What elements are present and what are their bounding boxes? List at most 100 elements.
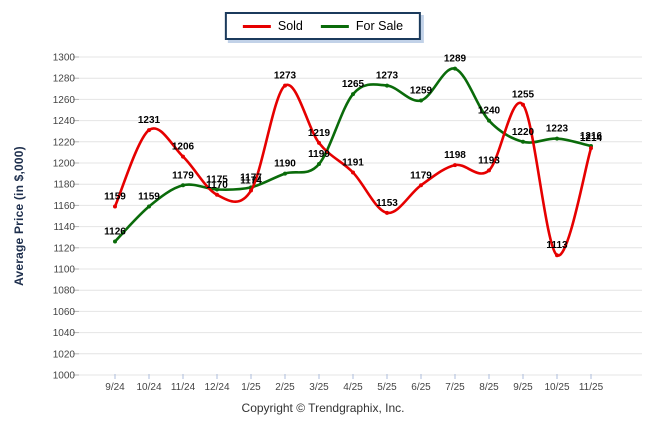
x-tick-label: 3/25 bbox=[309, 382, 329, 393]
data-point bbox=[113, 239, 117, 244]
data-point bbox=[317, 140, 321, 145]
data-point bbox=[249, 188, 253, 193]
data-point-label: 1259 bbox=[410, 85, 433, 96]
data-point-label: 1159 bbox=[104, 191, 126, 202]
y-tick-label: 1100 bbox=[53, 265, 75, 276]
data-point bbox=[487, 118, 491, 123]
data-point-label: 1214 bbox=[580, 133, 603, 144]
data-point bbox=[521, 102, 525, 107]
for-sale-line-swatch bbox=[320, 24, 349, 28]
x-tick-label: 6/25 bbox=[411, 382, 431, 393]
legend-item-for-sale: For Sale bbox=[320, 19, 404, 33]
x-tick-label: 10/24 bbox=[136, 382, 161, 393]
data-point bbox=[113, 204, 117, 209]
data-point-label: 1223 bbox=[546, 124, 569, 135]
data-point bbox=[453, 163, 457, 168]
data-point bbox=[147, 204, 151, 209]
y-tick-label: 1200 bbox=[53, 159, 76, 170]
sold-line-swatch bbox=[242, 24, 271, 28]
data-point-label: 1199 bbox=[308, 149, 330, 160]
data-point-label: 1216 bbox=[580, 131, 603, 142]
x-tick-label: 10/25 bbox=[544, 382, 569, 393]
data-point bbox=[555, 136, 559, 141]
data-point-label: 1289 bbox=[444, 54, 467, 65]
data-point-label: 1198 bbox=[444, 150, 466, 161]
y-tick-label: 1060 bbox=[53, 307, 76, 318]
chart-legend: Sold For Sale bbox=[224, 12, 422, 40]
x-tick-label: 9/25 bbox=[513, 382, 533, 393]
data-point bbox=[453, 66, 457, 71]
y-tick-label: 1220 bbox=[53, 137, 76, 148]
data-point-label: 1191 bbox=[342, 158, 364, 169]
data-point-label: 1159 bbox=[138, 191, 160, 202]
data-point-label: 1153 bbox=[376, 198, 398, 209]
data-point-label: 1175 bbox=[206, 175, 228, 186]
data-point-label: 1174 bbox=[240, 176, 262, 187]
x-tick-label: 2/25 bbox=[275, 382, 295, 393]
y-tick-label: 1280 bbox=[53, 74, 76, 85]
data-point-label: 1220 bbox=[512, 127, 535, 138]
data-point bbox=[215, 192, 219, 197]
data-point bbox=[283, 83, 287, 88]
y-tick-label: 1300 bbox=[53, 53, 76, 64]
data-point-label: 1273 bbox=[376, 71, 399, 82]
y-tick-label: 1260 bbox=[53, 95, 76, 106]
legend-label-for-sale: For Sale bbox=[355, 19, 404, 33]
data-point bbox=[215, 187, 219, 192]
legend-item-sold: Sold bbox=[242, 19, 303, 33]
data-point-label: 1179 bbox=[410, 170, 432, 181]
x-tick-label: 5/25 bbox=[377, 382, 397, 393]
data-point bbox=[555, 253, 559, 258]
y-tick-label: 1020 bbox=[53, 349, 76, 360]
sold-line bbox=[113, 83, 593, 257]
data-point-label: 1193 bbox=[478, 155, 500, 166]
data-point-label: 1219 bbox=[308, 128, 331, 139]
data-point bbox=[419, 98, 423, 103]
data-point bbox=[419, 183, 423, 188]
y-tick-label: 1000 bbox=[53, 371, 76, 382]
x-tick-label: 11/25 bbox=[579, 382, 604, 393]
data-point bbox=[487, 168, 491, 173]
data-point bbox=[181, 154, 185, 159]
data-point bbox=[385, 210, 389, 215]
data-point bbox=[147, 128, 151, 133]
data-point-label: 1240 bbox=[478, 106, 501, 117]
x-tick-label: 4/25 bbox=[343, 382, 363, 393]
x-tick-label: 1/25 bbox=[241, 382, 261, 393]
data-point-label: 1177 bbox=[240, 172, 262, 183]
y-tick-label: 1040 bbox=[53, 328, 76, 339]
y-tick-label: 1240 bbox=[53, 116, 76, 127]
data-point-label: 1190 bbox=[274, 159, 296, 170]
data-point bbox=[181, 183, 185, 188]
x-tick-label: 7/25 bbox=[445, 382, 465, 393]
x-tick-label: 12/24 bbox=[204, 382, 229, 393]
data-point bbox=[351, 170, 355, 175]
copyright-text: Copyright © Trendgraphix, Inc. bbox=[241, 401, 405, 415]
data-point-label: 1113 bbox=[546, 240, 568, 251]
data-point-label: 1255 bbox=[512, 90, 535, 101]
y-tick-label: 1120 bbox=[53, 243, 75, 254]
x-tick-label: 8/25 bbox=[479, 382, 499, 393]
data-point-label: 1265 bbox=[342, 79, 365, 90]
data-point-label: 1206 bbox=[172, 142, 195, 153]
x-tick-label: 11/24 bbox=[171, 382, 196, 393]
data-point-label: 1273 bbox=[274, 71, 297, 82]
x-tick-label: 9/24 bbox=[105, 382, 125, 393]
data-point bbox=[521, 139, 525, 144]
data-point-label: 1126 bbox=[104, 226, 126, 237]
data-point bbox=[589, 146, 593, 151]
data-point bbox=[317, 162, 321, 167]
chart-canvas: 1000 1020 1040 1060 1080 1100 1120 1140 1160 1180… bbox=[53, 53, 642, 393]
y-tick-label: 1080 bbox=[53, 286, 76, 297]
legend-label-sold: Sold bbox=[277, 19, 303, 33]
y-tick-label: 1160 bbox=[53, 201, 75, 212]
y-tick-label: 1140 bbox=[53, 222, 75, 233]
data-point-label: 1179 bbox=[172, 170, 194, 181]
data-point bbox=[385, 83, 389, 88]
data-point-label: 1231 bbox=[138, 115, 161, 126]
data-point bbox=[283, 171, 287, 176]
y-tick-label: 1180 bbox=[53, 180, 75, 191]
data-point bbox=[351, 92, 355, 97]
data-point-label: 1170 bbox=[206, 180, 228, 191]
